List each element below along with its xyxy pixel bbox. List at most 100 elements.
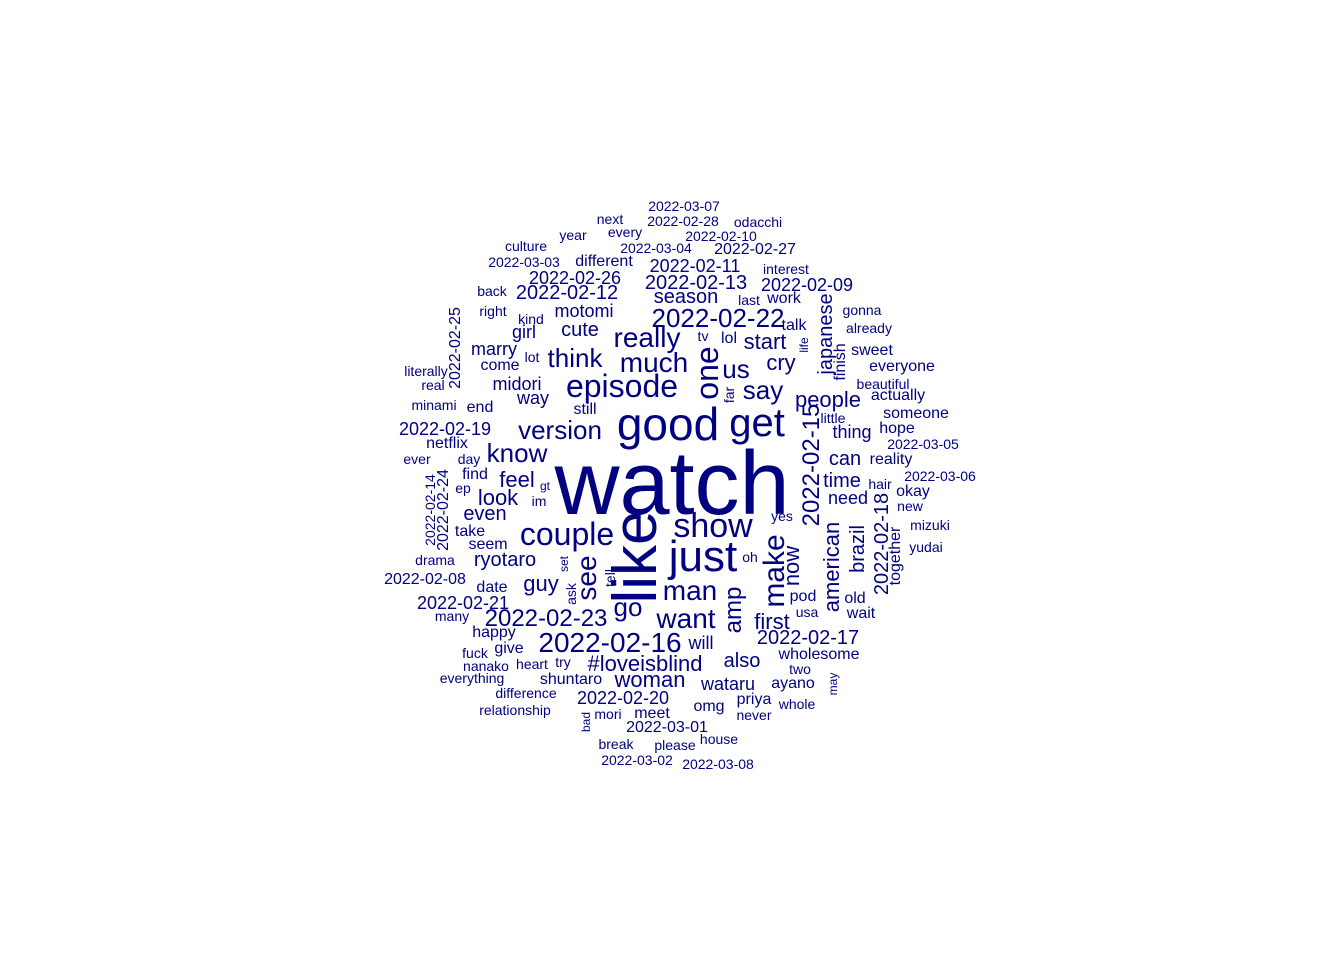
cloud-word: tv — [697, 328, 709, 344]
cloud-word: 2022-02-24 — [435, 469, 452, 551]
cloud-word: ask — [563, 583, 579, 605]
cloud-word: 2022-03-02 — [601, 752, 673, 768]
cloud-word: many — [434, 608, 470, 624]
cloud-word: literally — [404, 363, 448, 379]
cloud-word: nanako — [463, 658, 509, 674]
cloud-word: sweet — [851, 342, 893, 359]
cloud-word: ayano — [771, 675, 815, 692]
cloud-word: never — [736, 707, 772, 723]
cloud-word: please — [654, 737, 696, 753]
cloud-word: 2022-02-20 — [576, 688, 670, 708]
cloud-word: shuntaro — [539, 671, 603, 688]
cloud-word: 2022-02-19 — [398, 419, 492, 439]
cloud-word: time — [823, 470, 861, 492]
cloud-word: find — [462, 466, 488, 483]
cloud-word: someone — [883, 405, 949, 422]
cloud-word: couple — [519, 516, 615, 552]
cloud-word: house — [699, 731, 739, 747]
cloud-word: together — [887, 526, 904, 586]
cloud-word: may — [826, 672, 840, 696]
cloud-word: hope — [879, 420, 915, 437]
cloud-word: go — [613, 592, 643, 622]
cloud-word: ep — [455, 480, 471, 496]
cloud-word: end — [466, 399, 494, 416]
cloud-word: cry — [766, 350, 796, 375]
cloud-word: 2022-03-04 — [620, 240, 692, 256]
cloud-word: guy — [523, 571, 559, 596]
cloud-word: 2022-02-13 — [644, 272, 748, 294]
cloud-word: 2022-02-25 — [447, 307, 464, 389]
cloud-word: know — [486, 438, 548, 468]
cloud-word: 2022-02-28 — [647, 213, 719, 229]
cloud-word: 2022-02-23 — [484, 605, 608, 632]
cloud-word: try — [555, 654, 571, 670]
cloud-word: real — [421, 377, 445, 393]
cloud-word: 2022-02-09 — [760, 275, 854, 295]
cloud-word: fuck — [462, 645, 488, 661]
cloud-word: everyone — [869, 358, 935, 375]
cloud-word: culture — [504, 238, 548, 254]
cloud-word: whole — [778, 696, 816, 712]
cloud-word: hair — [868, 476, 892, 492]
cloud-word: 2022-03-01 — [626, 719, 708, 736]
cloud-word: still — [573, 401, 597, 418]
cloud-word: us — [722, 354, 750, 384]
cloud-word: look — [477, 485, 519, 510]
cloud-word: 2022-03-03 — [488, 254, 560, 270]
cloud-word: gt — [539, 479, 551, 493]
cloud-word: also — [723, 650, 761, 672]
cloud-word: give — [494, 640, 524, 657]
cloud-word: priya — [736, 691, 772, 708]
cloud-word: new — [897, 498, 923, 514]
cloud-word: far — [721, 386, 737, 404]
cloud-word: drama — [415, 552, 455, 568]
cloud-word: last — [738, 292, 760, 308]
cloud-word: even — [463, 503, 507, 525]
cloud-word: take — [454, 523, 486, 540]
cloud-word: much — [619, 347, 689, 378]
cloud-word: mizuki — [910, 517, 950, 533]
cloud-word: meet — [634, 705, 670, 722]
cloud-word: think — [547, 343, 603, 373]
cloud-word: now — [779, 545, 804, 587]
cloud-word: gonna — [842, 302, 882, 318]
cloud-word: year — [559, 227, 587, 243]
cloud-word: start — [743, 329, 787, 354]
cloud-word: mori — [594, 706, 622, 722]
cloud-word: minami — [411, 397, 457, 413]
cloud-word: ryotaro — [473, 549, 537, 571]
cloud-word: 2022-02-27 — [714, 241, 796, 258]
cloud-word: 2022-02-22 — [651, 303, 785, 333]
cloud-word: break — [598, 736, 634, 752]
cloud-word: wataru — [700, 674, 756, 694]
cloud-word: pod — [789, 588, 817, 605]
cloud-word: one — [689, 346, 725, 400]
cloud-word: episode — [565, 368, 679, 404]
cloud-word: lol — [720, 330, 738, 347]
cloud-word: season — [653, 286, 719, 308]
cloud-word: get — [729, 401, 785, 445]
cloud-word: like — [601, 510, 670, 604]
cloud-word: little — [820, 410, 846, 426]
cloud-word: american — [819, 521, 844, 613]
cloud-word: #loveisblind — [587, 651, 703, 676]
cloud-word: 2022-02-16 — [538, 627, 682, 658]
cloud-word: 2022-02-11 — [649, 256, 741, 276]
cloud-word: brazil — [847, 525, 869, 573]
cloud-word: seem — [468, 536, 508, 553]
cloud-word: 2022-03-05 — [887, 436, 959, 452]
cloud-word: odacchi — [733, 214, 783, 230]
cloud-word: already — [846, 320, 892, 336]
cloud-word: amp — [720, 586, 747, 634]
cloud-word: omg — [693, 698, 725, 715]
cloud-word: 2022-02-12 — [515, 282, 619, 304]
cloud-word: want — [656, 603, 716, 634]
cloud-word: watch — [554, 434, 790, 534]
cloud-word: talk — [781, 317, 807, 334]
cloud-word: lot — [524, 349, 540, 365]
cloud-word: reality — [869, 451, 913, 468]
cloud-word: work — [767, 290, 801, 307]
cloud-word: actually — [870, 387, 926, 404]
cloud-word: man — [662, 575, 718, 606]
